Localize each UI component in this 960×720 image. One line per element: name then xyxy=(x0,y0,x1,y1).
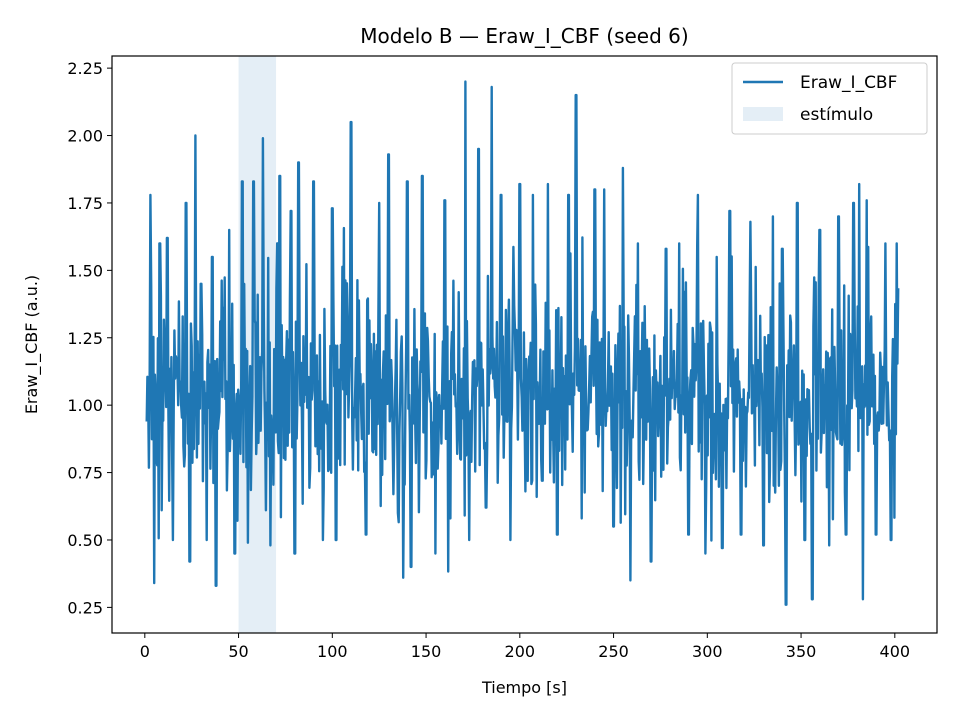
x-tick-label: 200 xyxy=(505,642,536,661)
legend: Eraw_I_CBF estímulo xyxy=(731,62,928,135)
y-tick-label: 0.25 xyxy=(67,598,103,617)
y-tick-label: 1.00 xyxy=(67,396,103,415)
chart-title: Modelo B — Eraw_I_CBF (seed 6) xyxy=(360,24,688,48)
y-tick-label: 1.50 xyxy=(67,261,103,280)
series-line-eraw-i-cbf xyxy=(145,80,900,606)
y-tick-label: 1.75 xyxy=(67,194,103,213)
legend-label-series: Eraw_I_CBF xyxy=(800,73,897,93)
x-tick-label: 50 xyxy=(228,642,248,661)
y-tick-label: 2.00 xyxy=(67,127,103,146)
legend-label-stimulus: estímulo xyxy=(800,105,873,125)
x-tick-label: 150 xyxy=(411,642,442,661)
series-line-layer xyxy=(145,80,900,606)
x-axis-label: Tiempo [s] xyxy=(481,678,567,697)
legend-patch-swatch xyxy=(743,107,783,121)
y-axis-label: Eraw_I_CBF (a.u.) xyxy=(22,275,42,414)
x-tick-label: 250 xyxy=(598,642,629,661)
y-tick-label: 1.25 xyxy=(67,329,103,348)
x-tick-label: 300 xyxy=(692,642,723,661)
x-tick-label: 350 xyxy=(786,642,817,661)
x-tick-label: 0 xyxy=(140,642,150,661)
y-tick-label: 0.50 xyxy=(67,531,103,550)
plot-frame xyxy=(111,55,938,634)
y-axis: 0.25 0.50 0.75 1.00 1.25 1.50 1.75 2.00 2.25 xyxy=(67,59,112,617)
y-tick-label: 2.25 xyxy=(67,59,103,78)
y-tick-label: 0.75 xyxy=(67,464,103,483)
x-tick-label: 400 xyxy=(880,642,911,661)
x-axis: 0 50 100 150 200 250 300 350 400 xyxy=(140,633,910,661)
x-tick-label: 100 xyxy=(317,642,348,661)
